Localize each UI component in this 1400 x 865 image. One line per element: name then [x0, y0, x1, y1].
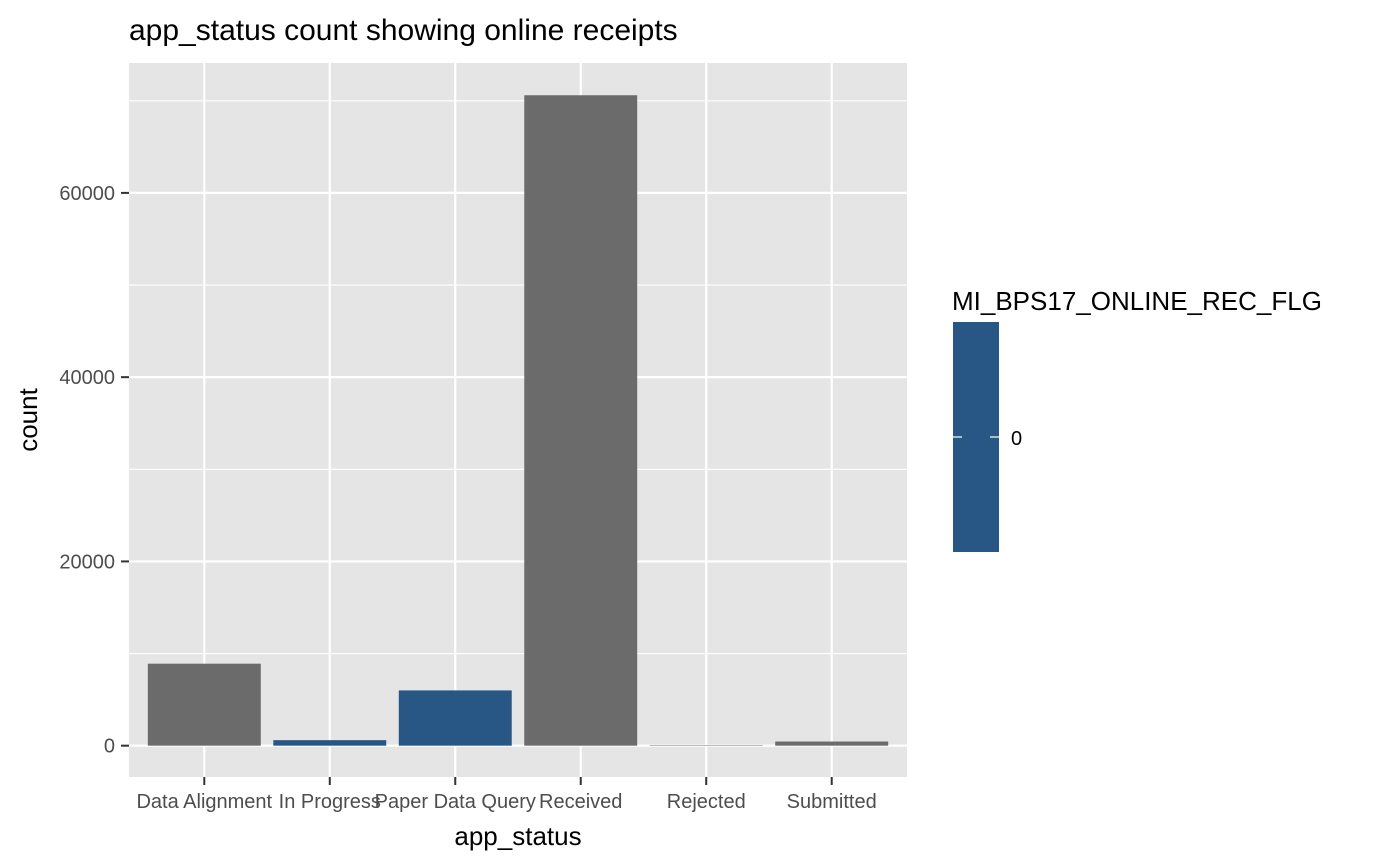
chart-title: app_status count showing online receipts [129, 14, 678, 47]
x-axis-title: app_status [454, 821, 581, 851]
y-axis: 0 20000 40000 60000 [59, 183, 129, 758]
bar [273, 740, 387, 746]
legend-tick-label: 0 [1011, 428, 1022, 450]
plot-panel [129, 63, 907, 777]
x-tick-label: Paper Data Query [375, 791, 536, 813]
x-tick-label: Received [539, 791, 622, 813]
bar [775, 741, 889, 746]
major-gridlines [129, 63, 907, 777]
legend-title: MI_BPS17_ONLINE_REC_FLG [952, 286, 1322, 316]
y-tick-label: 20000 [59, 551, 115, 573]
bar [147, 663, 261, 746]
x-tick-label: Submitted [787, 791, 877, 813]
y-tick-label: 60000 [59, 183, 115, 205]
y-tick-label: 0 [104, 736, 115, 758]
bar [524, 95, 638, 746]
x-tick-label: Rejected [667, 791, 746, 813]
bar [398, 690, 512, 746]
minor-gridlines [129, 100, 907, 655]
y-axis-title: count [13, 387, 43, 451]
x-tick-label: In Progress [279, 791, 381, 813]
legend: MI_BPS17_ONLINE_REC_FLG 0 [952, 286, 1322, 552]
x-tick-label: Data Alignment [136, 791, 272, 813]
y-tick-label: 40000 [59, 367, 115, 389]
bars [147, 95, 889, 746]
